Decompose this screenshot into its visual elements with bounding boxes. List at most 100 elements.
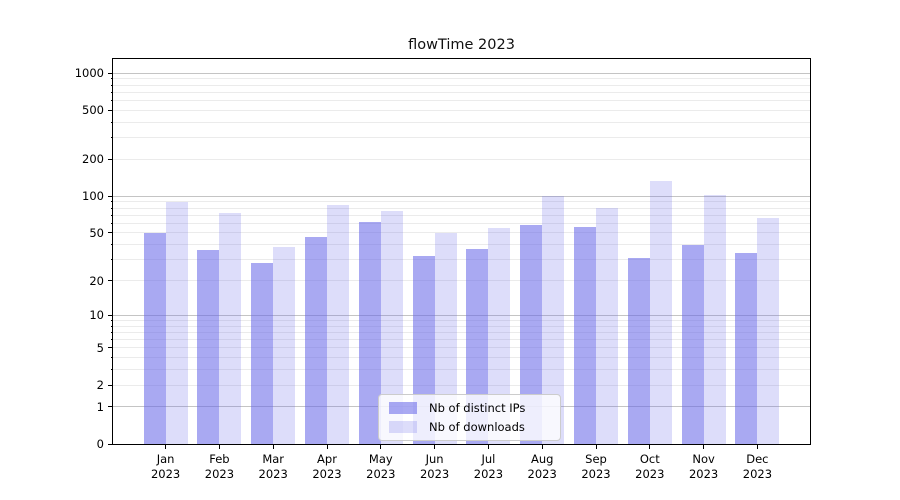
gridline-minor [113,280,810,282]
chart-title: flowTime 2023 [408,37,515,53]
x-tick-mark [541,445,543,449]
bar-distinct-ips [681,244,704,444]
y-tick-mark [108,314,113,316]
gridline-minor [113,369,810,371]
y-minor-tick-mark [110,384,113,386]
x-tick-mark [487,445,489,449]
x-tick-label: Mar 2023 [258,452,288,481]
gridline-minor [113,121,810,123]
y-tick-label: 1 [96,399,104,414]
gridline-minor [113,207,810,209]
y-tick-label: 5 [96,340,104,355]
bar-downloads [757,218,780,444]
gridline-minor [113,201,810,203]
x-tick-mark [326,445,328,449]
y-tick-label: 2 [96,378,104,393]
y-minor-tick-mark [110,214,113,216]
y-minor-tick-mark [110,331,113,333]
bar-distinct-ips [735,253,758,444]
x-tick-label: Jul 2023 [473,452,504,481]
y-tick-mark [108,195,113,197]
y-minor-tick-mark [110,244,113,246]
y-minor-tick-mark [110,339,113,341]
gridline-minor [113,158,810,160]
gridline-minor [113,357,810,359]
y-minor-tick-mark [110,222,113,224]
y-minor-tick-mark [110,78,113,80]
bar-distinct-ips [627,257,650,444]
bar-downloads [380,210,403,444]
x-tick-mark [649,445,651,449]
gridline-minor [113,319,810,321]
x-tick-mark [218,445,220,449]
gridline-major [113,314,810,316]
y-minor-tick-mark [110,91,113,93]
x-tick-label: Jan 2023 [150,452,181,481]
bar-downloads [703,195,726,444]
legend-item: Nb of downloads [389,420,550,434]
gridline-minor [113,347,810,349]
bar-distinct-ips [197,250,220,444]
y-tick-mark [108,72,113,74]
gridline-minor [113,78,810,80]
y-tick-label: 50 [89,225,104,240]
gridline-minor [113,259,810,261]
gridline-minor [113,99,810,101]
x-tick-label: Nov 2023 [688,452,719,481]
gridline-minor [113,137,810,139]
y-minor-tick-mark [110,280,113,282]
y-minor-tick-mark [110,207,113,209]
y-tick-label: 500 [82,103,104,118]
y-tick-label: 20 [89,273,104,288]
bar-distinct-ips [574,226,596,444]
gridline-major [113,195,810,197]
gridline-minor [113,325,810,327]
x-tick-mark [595,445,597,449]
y-minor-tick-mark [110,319,113,321]
y-minor-tick-mark [110,84,113,86]
y-minor-tick-mark [110,232,113,234]
gridline-minor [113,222,810,224]
y-minor-tick-mark [110,121,113,123]
bar-downloads [273,247,296,444]
legend-label: Nb of distinct IPs [429,401,526,415]
x-tick-label: Sep 2023 [581,452,611,481]
bar-distinct-ips [358,221,381,444]
bar-downloads [488,227,511,444]
legend-swatch [389,402,417,414]
y-minor-tick-mark [110,347,113,349]
y-tick-mark [108,443,113,445]
bar-distinct-ips [143,232,166,444]
gridline-minor [113,91,810,93]
y-minor-tick-mark [110,369,113,371]
gridline-minor [113,384,810,386]
bar-downloads [596,208,618,444]
x-tick-label: Aug 2023 [527,452,557,481]
y-minor-tick-mark [110,109,113,111]
y-tick-mark [108,406,113,408]
y-minor-tick-mark [110,158,113,160]
y-minor-tick-mark [110,259,113,261]
gridline-minor [113,339,810,341]
y-minor-tick-mark [110,99,113,101]
y-minor-tick-mark [110,325,113,327]
bar-downloads [434,232,457,444]
bar-downloads [542,195,565,444]
gridline-minor [113,109,810,111]
gridline-major [113,72,810,74]
bar-downloads [649,181,672,444]
bar-downloads [165,201,188,444]
gridline-minor [113,214,810,216]
y-tick-label: 100 [82,189,104,204]
gridline-minor [113,84,810,86]
legend: Nb of distinct IPs Nb of downloads [378,394,561,441]
x-tick-mark [434,445,436,449]
y-tick-label: 1000 [74,66,104,81]
legend-label: Nb of downloads [429,420,525,434]
legend-item: Nb of distinct IPs [389,401,550,415]
bar-downloads [327,205,349,444]
x-tick-label: Dec 2023 [742,452,773,481]
x-tick-mark [380,445,382,449]
x-tick-mark [756,445,758,449]
